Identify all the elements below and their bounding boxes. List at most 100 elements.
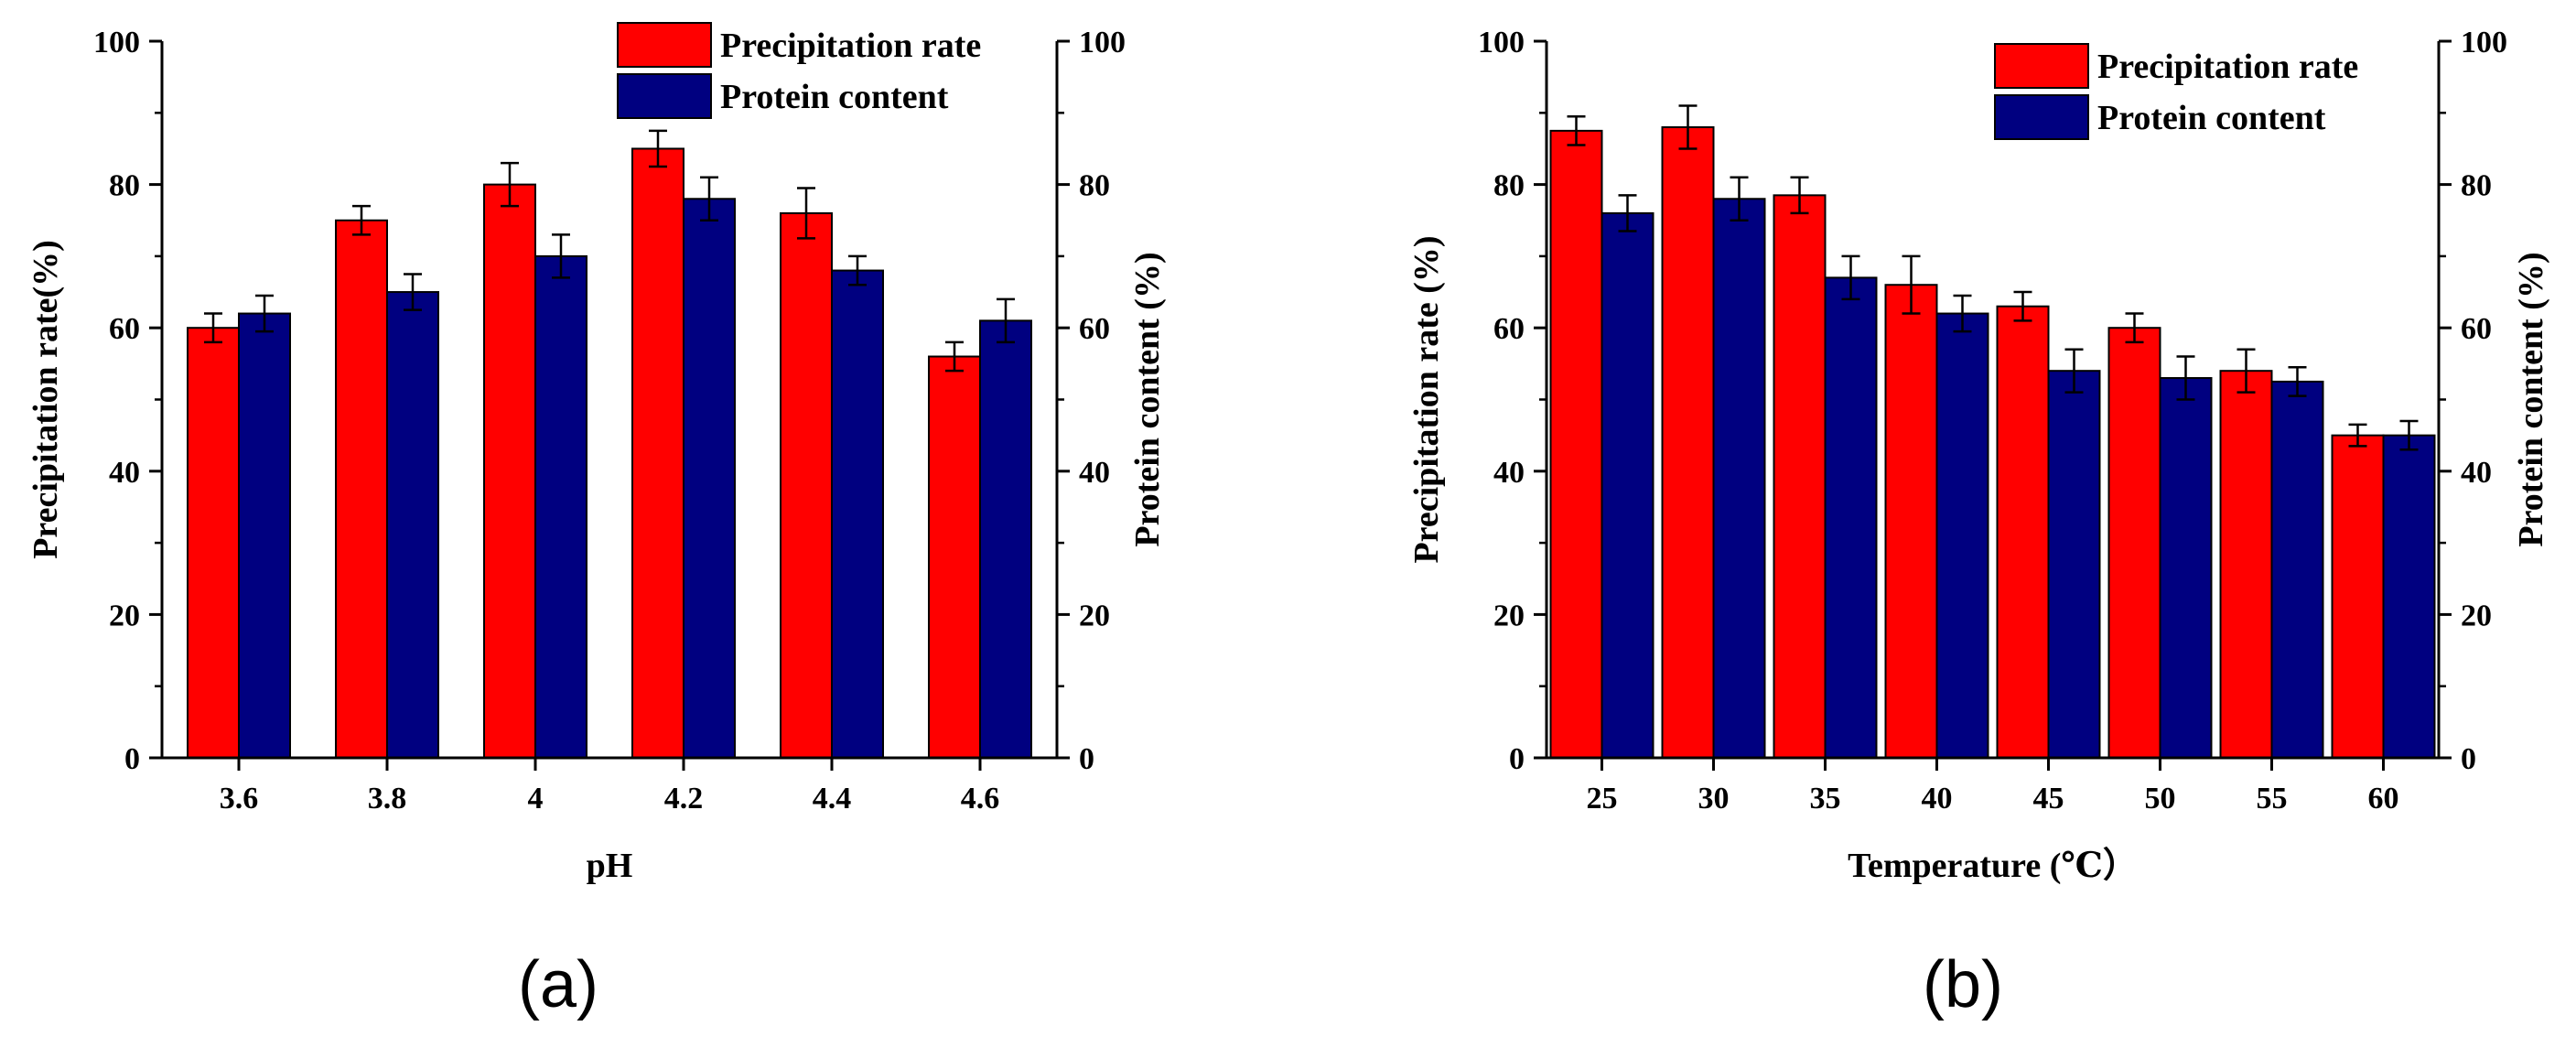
error-bar-1-1 — [404, 273, 422, 311]
y-tick-label-left: 20 — [109, 599, 140, 632]
y-tick-label-left: 60 — [1493, 312, 1525, 346]
bar-precipitation-1 — [335, 219, 388, 759]
y-tick-label-left: 60 — [109, 312, 140, 346]
error-bar-0-5 — [2125, 312, 2144, 344]
bar-protein-3 — [1935, 312, 1989, 759]
bar-precipitation-2 — [483, 183, 536, 760]
error-bar-1-0 — [255, 294, 274, 333]
y-tick-label-left: 100 — [93, 26, 140, 59]
bar-protein-6 — [2270, 380, 2324, 759]
y-axis-title-left: Precipitation rate (%) — [1407, 235, 1446, 563]
error-bar-0-1 — [352, 204, 371, 236]
x-tick-label: 3.8 — [368, 782, 407, 816]
y-tick-label-right: 0 — [1079, 742, 1094, 776]
bar-precipitation-0 — [187, 327, 240, 759]
y-axis-title-left: Precipitation rate(%) — [27, 240, 65, 559]
error-bar-1-3 — [700, 176, 718, 221]
y-tick-label-right: 20 — [1079, 599, 1110, 632]
x-tick-label: 30 — [1698, 782, 1730, 816]
x-tick-label: 4.4 — [813, 782, 852, 816]
error-bar-1-4 — [2064, 348, 2084, 394]
legend-swatch-protein — [1994, 94, 2089, 140]
y-tick-label-right: 40 — [2461, 456, 2492, 490]
y-tick-label-left: 80 — [109, 169, 140, 203]
bar-precipitation-1 — [1661, 125, 1715, 759]
bar-protein-1 — [1712, 198, 1766, 759]
error-bar-1-5 — [2176, 355, 2195, 401]
y-tick-label-left: 20 — [1493, 599, 1525, 632]
error-bar-0-5 — [945, 340, 964, 373]
bar-protein-0 — [1601, 211, 1654, 760]
y-tick-label-right: 80 — [2461, 169, 2492, 203]
error-bar-0-4 — [797, 187, 815, 240]
y-tick-label-right: 100 — [1079, 26, 1126, 59]
legend-label: Protein content — [720, 78, 949, 116]
x-tick-label: 40 — [1922, 782, 1953, 816]
x-tick-label: 25 — [1587, 782, 1618, 816]
y-tick-label-left: 100 — [1478, 26, 1525, 59]
legend: Precipitation rate Protein content — [617, 22, 981, 119]
x-tick-label: 60 — [2368, 782, 2399, 816]
bar-precipitation-4 — [780, 211, 833, 760]
panel-label: (a) — [518, 948, 598, 1021]
error-bar-0-1 — [1678, 104, 1698, 150]
error-bar-0-4 — [2013, 290, 2032, 322]
error-bar-0-6 — [2236, 348, 2256, 394]
legend-swatch-precipitation — [617, 22, 712, 68]
x-tick-label: 4.2 — [664, 782, 704, 816]
x-tick-label: 50 — [2145, 782, 2176, 816]
error-bar-0-2 — [501, 161, 519, 208]
error-bar-0-0 — [1567, 114, 1586, 146]
x-axis-title: pH — [587, 847, 633, 885]
chart-panel-0: 3.6 3.8 4 4.2 4.4 4.6 0 0 20 20 40 40 60 60 80 80 100 100… — [27, 22, 1167, 1021]
legend-swatch-protein — [617, 73, 712, 119]
bar-precipitation-3 — [631, 147, 684, 759]
bar-protein-4 — [2047, 370, 2101, 759]
bar-protein-5 — [979, 319, 1032, 759]
legend-label: Precipitation rate — [720, 27, 981, 65]
error-bar-1-6 — [2288, 366, 2307, 397]
x-tick-label: 4 — [528, 782, 544, 816]
chart-panel-1: 25 30 35 40 45 50 55 60 0 0 20 20 40 40 60 60 80 80 100 100… — [1407, 26, 2550, 1021]
bar-protein-1 — [386, 291, 439, 759]
x-tick-label: 55 — [2257, 782, 2288, 816]
y-tick-label-right: 40 — [1079, 456, 1110, 490]
panel-label: (b) — [1923, 948, 2003, 1021]
legend-swatch-precipitation — [1994, 43, 2089, 89]
error-bar-1-2 — [552, 233, 570, 279]
bar-protein-2 — [534, 254, 587, 759]
error-bar-1-2 — [1841, 254, 1860, 301]
legend-label: Precipitation rate — [2097, 48, 2358, 86]
error-bar-1-0 — [1618, 194, 1637, 232]
bar-protein-3 — [683, 198, 736, 759]
legend-label: Protein content — [2097, 99, 2326, 137]
bar-precipitation-3 — [1884, 284, 1938, 760]
y-tick-label-right: 60 — [2461, 312, 2492, 346]
y-axis-title-right: Protein content (%) — [1128, 252, 1167, 546]
y-axis-title-right: Protein content (%) — [2512, 252, 2550, 546]
x-tick-label: 45 — [2033, 782, 2064, 816]
y-tick-label-right: 100 — [2461, 26, 2507, 59]
bar-precipitation-0 — [1549, 129, 1603, 759]
bar-precipitation-5 — [928, 355, 981, 759]
x-tick-label: 3.6 — [220, 782, 259, 816]
x-tick-label: 4.6 — [961, 782, 1000, 816]
error-bar-0-0 — [204, 312, 222, 344]
bar-protein-7 — [2382, 434, 2436, 759]
y-tick-label-left: 80 — [1493, 169, 1525, 203]
bar-protein-5 — [2159, 377, 2213, 759]
y-tick-label-left: 0 — [1509, 742, 1525, 776]
error-bar-0-3 — [1902, 254, 1921, 315]
bar-precipitation-7 — [2331, 434, 2385, 759]
bar-precipitation-4 — [1996, 305, 2050, 759]
y-tick-label-right: 0 — [2461, 742, 2476, 776]
bar-protein-0 — [238, 312, 291, 759]
error-bar-1-4 — [848, 254, 867, 286]
error-bar-0-2 — [1790, 176, 1809, 215]
bar-precipitation-5 — [2107, 327, 2161, 759]
y-tick-label-right: 20 — [2461, 599, 2492, 632]
error-bar-0-3 — [649, 129, 667, 168]
y-tick-label-left: 40 — [109, 456, 140, 490]
x-tick-label: 35 — [1810, 782, 1841, 816]
